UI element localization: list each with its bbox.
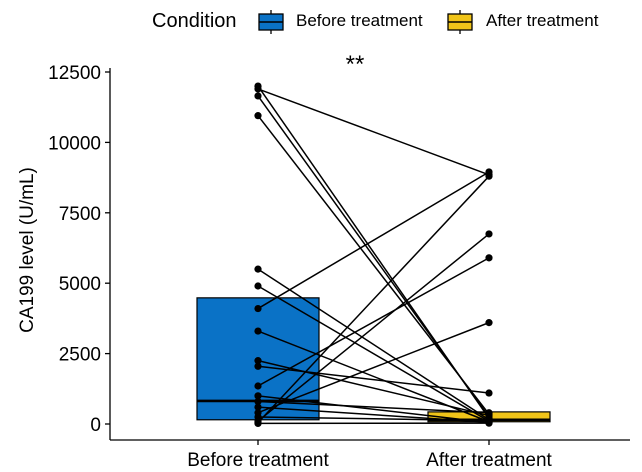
point-before-5: [254, 282, 262, 290]
point-before-7: [254, 327, 262, 335]
point-before-9: [254, 362, 262, 370]
pair-line-15: [257, 416, 490, 422]
y-tick-label-7500: 7500: [59, 204, 101, 225]
point-before-8: [254, 357, 262, 365]
pair-line-16: [257, 233, 490, 422]
point-before-13: [254, 403, 262, 411]
pair-line-1: [257, 88, 490, 176]
pair-line-5: [257, 285, 490, 422]
point-after-16: [485, 230, 493, 238]
y-ticks: 0 2500 5000 7500 10000 12500: [48, 63, 110, 436]
point-after-10: [485, 254, 493, 262]
boxes: [196, 297, 551, 423]
x-tick-label-1: After treatment: [426, 450, 552, 471]
pair-line-6: [257, 171, 490, 310]
point-before-2: [254, 92, 262, 100]
x-ticks: Before treatment After treatment: [187, 440, 553, 471]
y-tick-label-10000: 10000: [48, 133, 101, 154]
point-after-14: [485, 319, 493, 327]
pair-line-12: [257, 400, 490, 414]
y-tick-label-5000: 5000: [59, 274, 101, 295]
point-after-12: [485, 409, 493, 417]
point-before-12: [254, 397, 262, 406]
paired-lines: [257, 85, 490, 425]
point-before-11: [254, 392, 262, 400]
pair-line-3: [257, 115, 490, 415]
point-after-9: [485, 389, 493, 397]
point-after-18: [485, 419, 493, 427]
legend-title: Condition: [152, 10, 237, 32]
significance-annotation: **: [346, 51, 365, 78]
legend-entry-before: Before treatment: [258, 10, 423, 34]
legend-entry-after: After treatment: [447, 10, 599, 34]
x-tick-label-0: Before treatment: [187, 450, 329, 471]
legend: Condition Before treatment After treatme…: [152, 10, 599, 34]
point-before-10: [254, 382, 262, 390]
pair-line-9: [257, 365, 490, 394]
y-tick-label-0: 0: [90, 415, 101, 436]
pair-line-10: [257, 257, 490, 387]
pair-line-8: [257, 359, 490, 417]
legend-label-before: Before treatment: [296, 11, 423, 30]
point-before-6: [254, 304, 262, 313]
point-before-1: [254, 85, 262, 93]
pair-line-14: [257, 321, 490, 414]
pair-line-17: [257, 175, 490, 424]
point-before-3: [254, 112, 262, 120]
legend-label-after: After treatment: [486, 11, 599, 30]
point-before-4: [254, 265, 262, 273]
y-tick-label-12500: 12500: [48, 63, 101, 84]
y-axis-title: CA199 level (U/mL): [17, 167, 38, 333]
points: [254, 82, 493, 428]
pair-line-11: [257, 395, 490, 424]
pair-line-4: [257, 268, 490, 421]
point-before-18: [254, 419, 262, 428]
y-tick-label-2500: 2500: [59, 345, 101, 366]
point-after-17: [485, 172, 493, 180]
